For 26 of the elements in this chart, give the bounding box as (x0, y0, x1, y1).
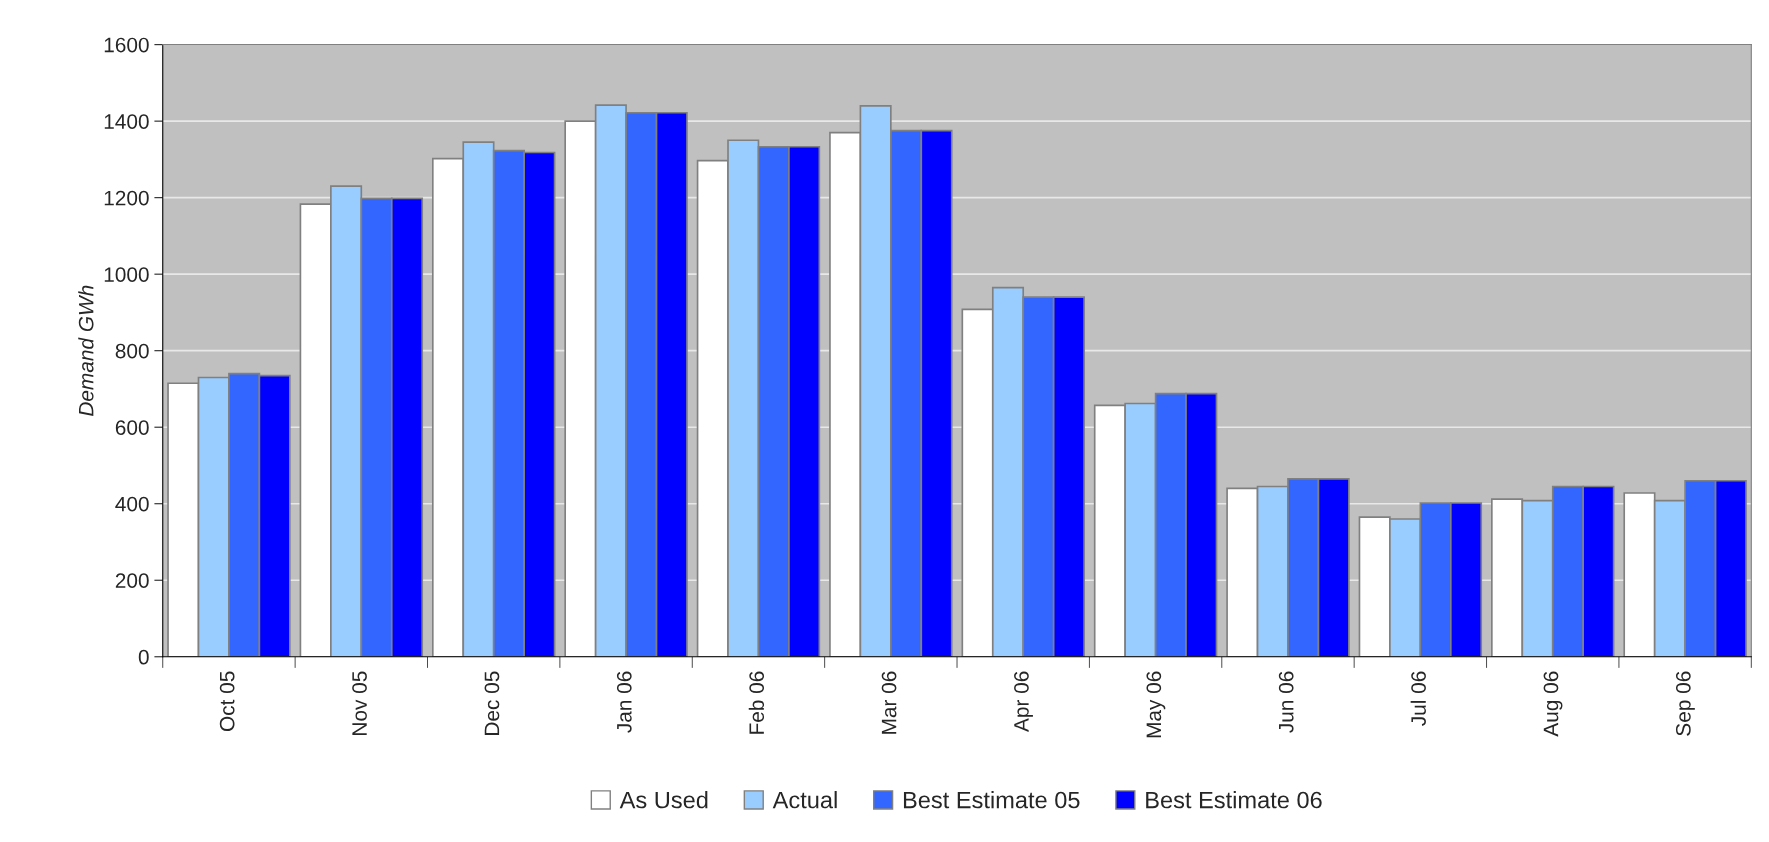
legend-label: Best Estimate 06 (1146, 791, 1322, 809)
x-tick-label: Sep 06 (1675, 671, 1695, 736)
x-tick-label: Apr 06 (1014, 671, 1033, 732)
x-tick-label: Nov 05 (352, 671, 367, 735)
x-tick-label: Aug 06 (1543, 671, 1563, 737)
y-tick-label: 800 (115, 343, 149, 359)
x-tick-label: Mar 06 (881, 671, 897, 734)
y-axis-title: Demand GWh (78, 285, 94, 417)
x-tick-label: Jul 06 (1410, 671, 1426, 726)
x-tick-label: May 06 (1146, 671, 1166, 738)
x-tick-label: Feb 06 (748, 671, 765, 734)
y-tick-label: 200 (115, 573, 149, 588)
y-tick-label: 1400 (104, 114, 149, 129)
legend-label: Best Estimate 05 (903, 791, 1080, 809)
y-tick-label: 1000 (104, 267, 149, 282)
y-tick-label: 600 (115, 420, 149, 435)
legend-label: Actual (772, 791, 837, 809)
x-tick-label: Jan 06 (616, 671, 632, 733)
y-tick-label: 400 (115, 496, 149, 512)
x-tick-label: Dec 05 (484, 671, 500, 735)
legend-label: As Used (619, 791, 708, 809)
y-tick-label: 1600 (104, 37, 149, 53)
y-tick-label: 1200 (104, 190, 149, 206)
x-tick-label: Oct 05 (219, 671, 235, 732)
y-tick-label: 0 (138, 649, 149, 665)
x-tick-label: Jun 06 (1278, 671, 1294, 733)
